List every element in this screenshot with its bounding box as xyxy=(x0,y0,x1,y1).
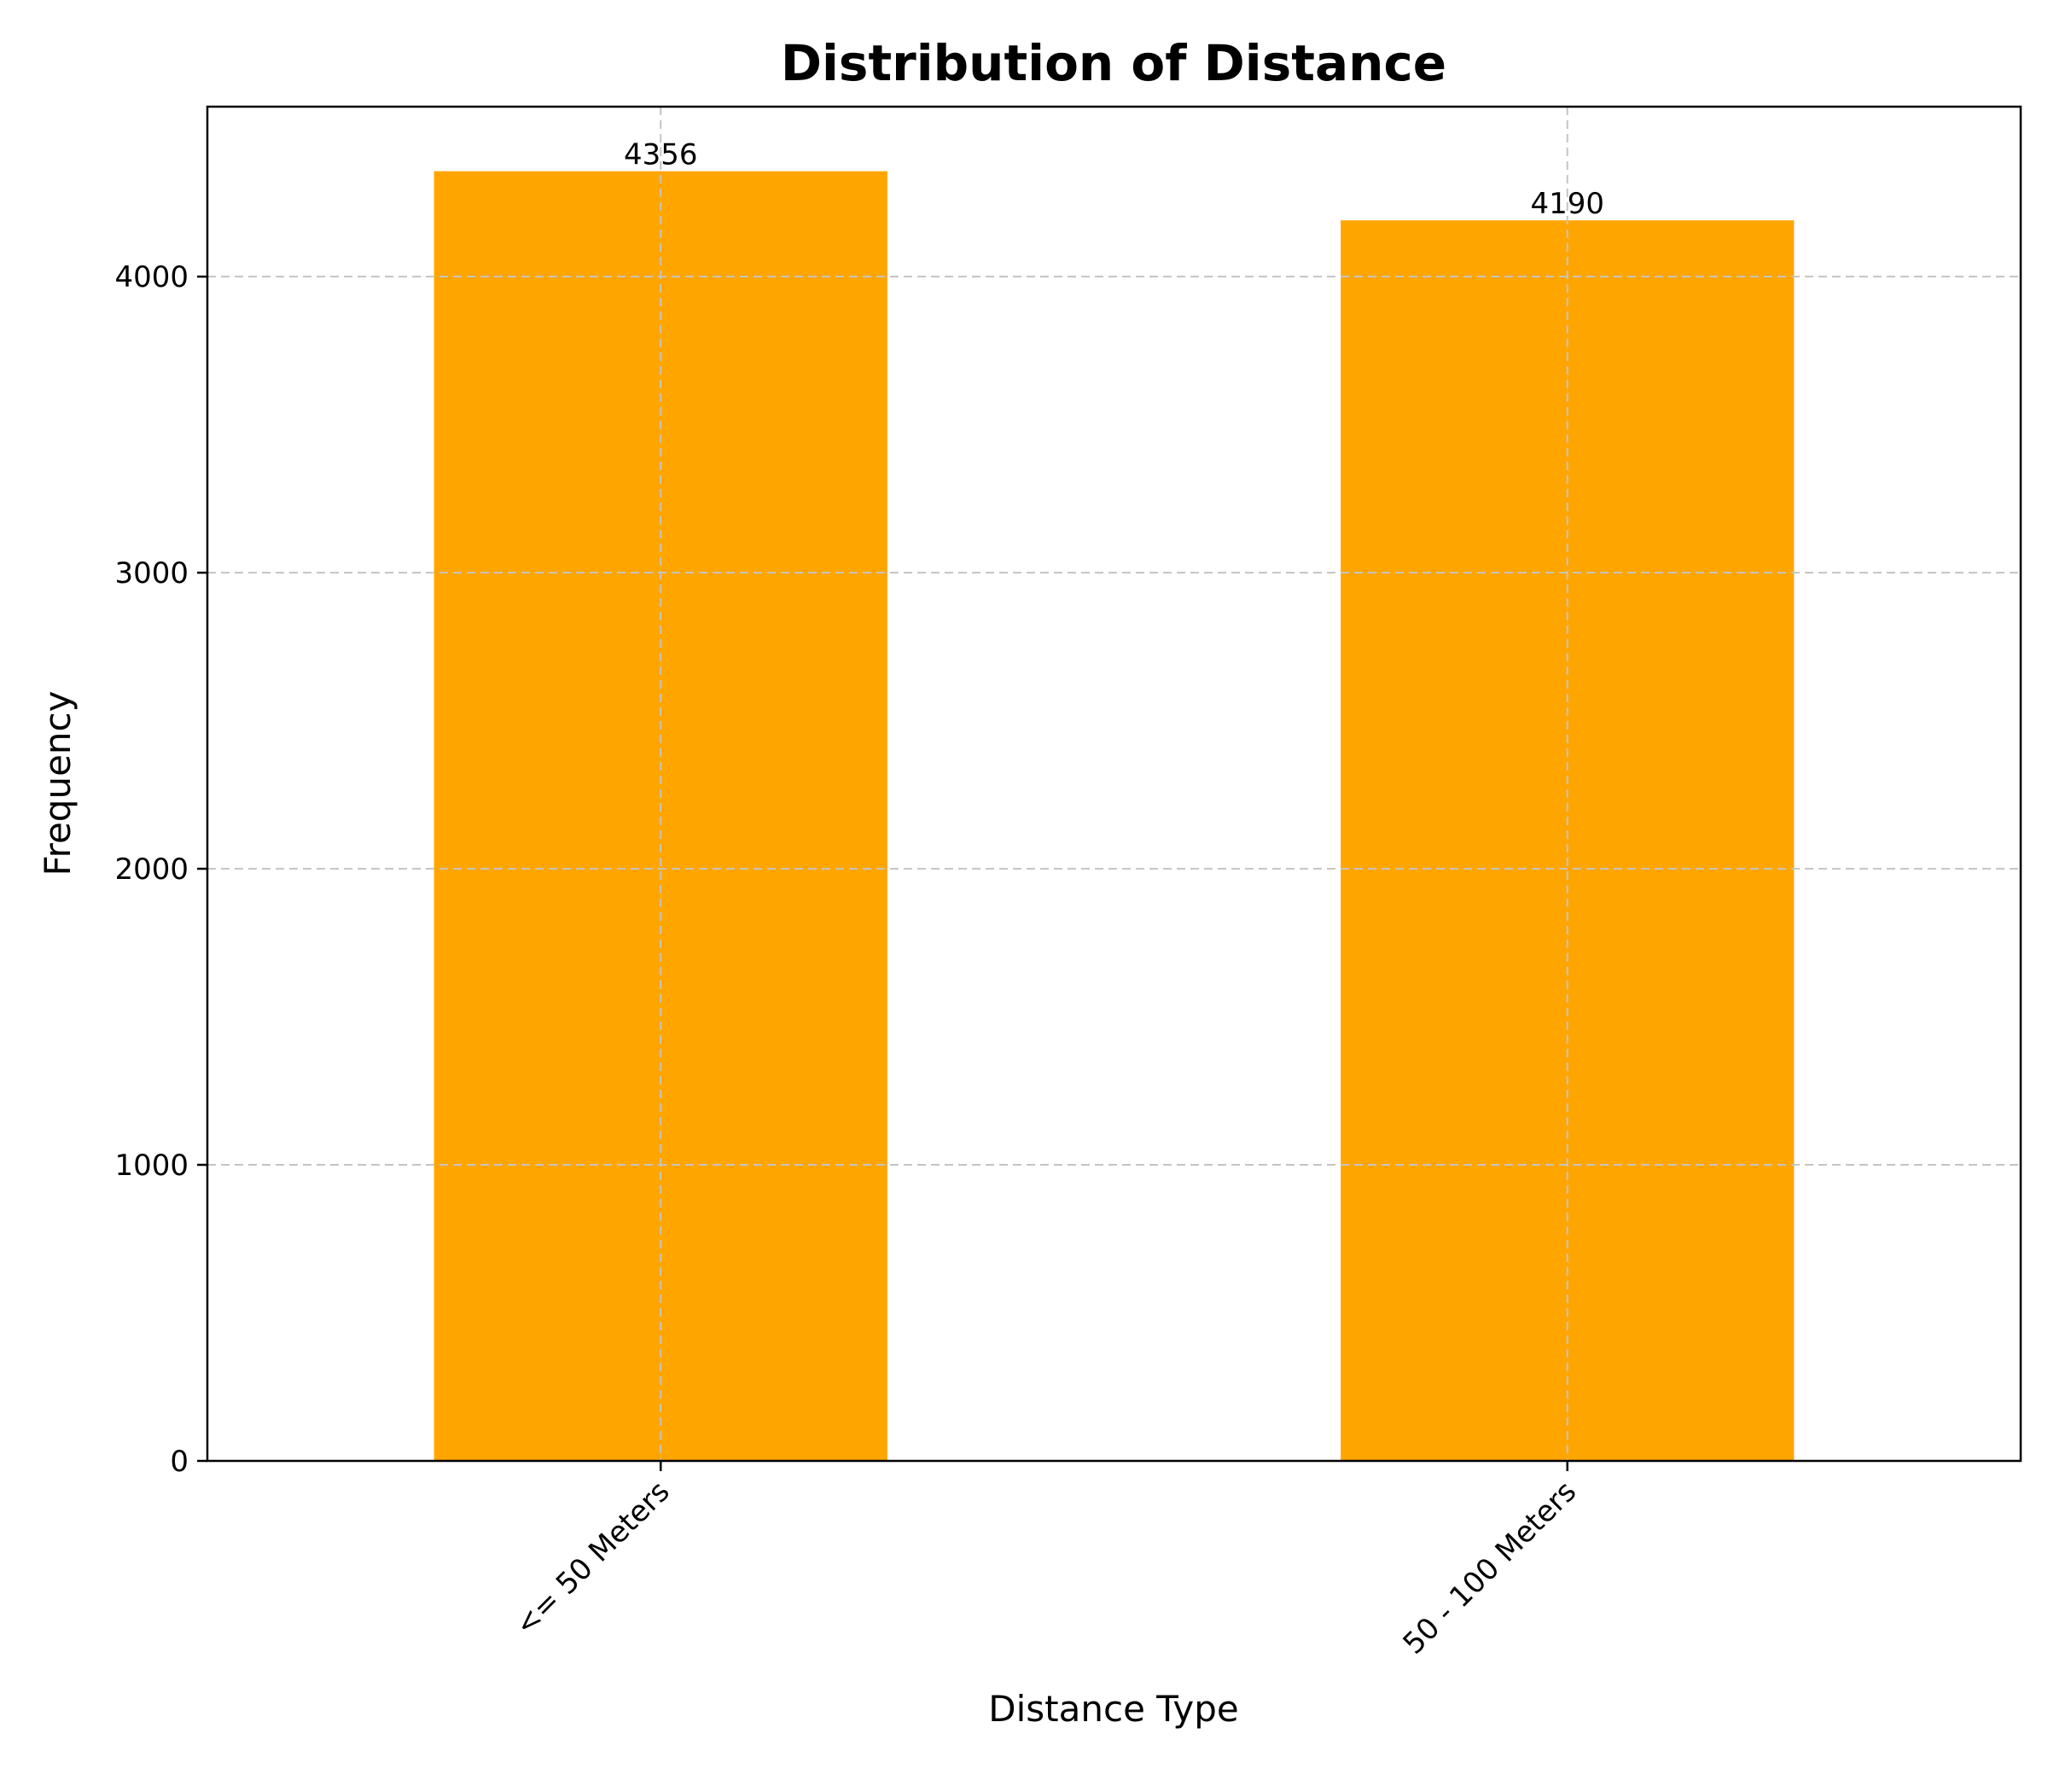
bar-value-label: 4356 xyxy=(624,138,698,172)
y-tick-label: 0 xyxy=(170,1445,189,1479)
grid-lines xyxy=(207,107,2021,1461)
x-axis-ticks: <= 50 Meters 50 - 100 Meters xyxy=(509,1461,1583,1661)
data-labels: 4356 4190 xyxy=(624,138,1604,222)
y-tick-label: 2000 xyxy=(114,852,189,887)
y-tick-label: 1000 xyxy=(114,1149,189,1183)
x-axis-label: Distance Type xyxy=(988,1688,1238,1730)
y-axis-label: Frequency xyxy=(37,691,79,876)
y-tick-label: 3000 xyxy=(114,556,189,591)
bars xyxy=(433,171,1795,1462)
y-tick-label: 4000 xyxy=(114,260,189,294)
plot-frame xyxy=(206,105,2022,1463)
y-axis-ticks: 0 1000 2000 3000 4000 xyxy=(114,260,207,1479)
chart-title: Distribution of Distance xyxy=(781,34,1446,92)
x-tick-label: <= 50 Meters xyxy=(509,1475,677,1643)
x-tick-label: 50 - 100 Meters xyxy=(1397,1475,1584,1661)
bar-value-label: 4190 xyxy=(1530,187,1604,221)
